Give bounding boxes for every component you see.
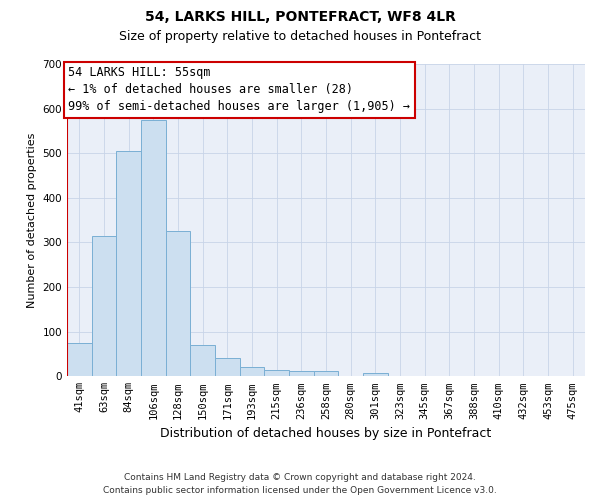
Bar — [67, 343, 92, 376]
Bar — [314, 371, 338, 376]
Bar — [92, 236, 116, 376]
Text: 54, LARKS HILL, PONTEFRACT, WF8 4LR: 54, LARKS HILL, PONTEFRACT, WF8 4LR — [145, 10, 455, 24]
X-axis label: Distribution of detached houses by size in Pontefract: Distribution of detached houses by size … — [160, 427, 491, 440]
Bar — [166, 232, 190, 376]
Bar — [141, 120, 166, 376]
Bar — [116, 151, 141, 376]
Bar — [190, 345, 215, 376]
Text: Contains HM Land Registry data © Crown copyright and database right 2024.
Contai: Contains HM Land Registry data © Crown c… — [103, 474, 497, 495]
Text: 54 LARKS HILL: 55sqm
← 1% of detached houses are smaller (28)
99% of semi-detach: 54 LARKS HILL: 55sqm ← 1% of detached ho… — [68, 66, 410, 113]
Bar — [265, 370, 289, 376]
Bar — [289, 371, 314, 376]
Y-axis label: Number of detached properties: Number of detached properties — [27, 132, 37, 308]
Bar — [215, 358, 239, 376]
Text: Size of property relative to detached houses in Pontefract: Size of property relative to detached ho… — [119, 30, 481, 43]
Bar — [239, 368, 265, 376]
Bar — [363, 372, 388, 376]
